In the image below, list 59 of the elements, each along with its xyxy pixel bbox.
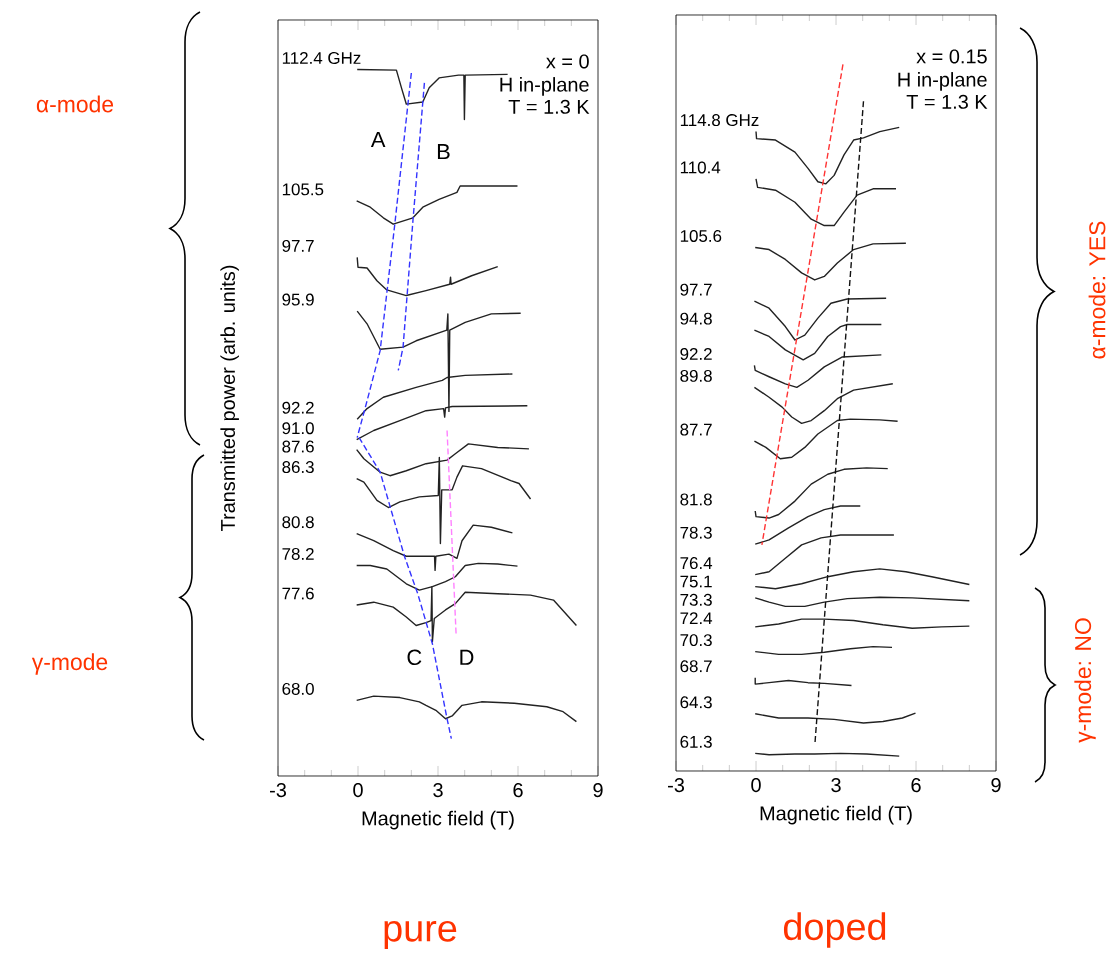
annotation: A xyxy=(370,131,386,147)
text: 91.0 xyxy=(282,422,314,435)
text: 86.3 xyxy=(282,461,314,474)
text: γ-mode xyxy=(31,653,108,675)
text: 92.2 xyxy=(282,401,314,414)
x-tick-label: -3 xyxy=(668,778,685,793)
text: 80.8 xyxy=(282,516,314,529)
x-tick-label: 0 xyxy=(751,778,761,793)
text: 77.6 xyxy=(282,587,314,600)
y-axis-title: Transmitted power (arb. units) xyxy=(220,265,239,531)
text: 75.1 xyxy=(680,575,712,588)
x-tick-label: -3 xyxy=(270,783,286,798)
x-tick-label: 6 xyxy=(911,778,921,793)
text: γ-mode: NO xyxy=(1074,618,1096,743)
text: 87.7 xyxy=(680,423,712,436)
annotation: T = 1.3 K xyxy=(906,94,988,109)
text: 105.6 xyxy=(680,229,722,242)
annotation: C xyxy=(407,649,422,666)
text: x = 0 xyxy=(546,54,589,69)
text: 94.8 xyxy=(680,312,712,325)
annotation: D xyxy=(460,649,474,665)
text: x = 0.15 xyxy=(916,49,987,64)
text: 68.0 xyxy=(282,682,314,695)
x-tick-label: 6 xyxy=(513,783,523,798)
x-tick-label: 9 xyxy=(593,783,603,798)
x-tick-label: 0 xyxy=(353,783,363,798)
x-tick-label: 3 xyxy=(433,783,443,798)
text: pure xyxy=(384,920,457,950)
text: 78.2 xyxy=(282,547,314,560)
text: 110.4 xyxy=(680,161,721,174)
text: α-mode: YES xyxy=(1088,221,1106,359)
x-tick-label: 3 xyxy=(831,778,841,793)
annotation: H in-plane xyxy=(500,77,589,96)
text: 81.8 xyxy=(680,493,712,506)
text: 73.3 xyxy=(680,593,712,606)
text: 61.3 xyxy=(680,735,712,748)
text: 64.3 xyxy=(680,696,712,709)
annotation: T = 1.3 K xyxy=(508,99,590,114)
text: 72.4 xyxy=(680,612,713,625)
text: 70.3 xyxy=(680,634,712,647)
annotation: H in-plane xyxy=(898,72,987,91)
text: 78.3 xyxy=(680,526,712,539)
series-label: 105.5 xyxy=(282,183,324,196)
text: doped xyxy=(783,912,886,948)
annotation: B xyxy=(437,144,450,160)
text: 97.7 xyxy=(282,239,314,252)
text: 89.8 xyxy=(680,369,712,382)
text: α-mode xyxy=(36,95,114,113)
text: 92.2 xyxy=(680,347,712,360)
x-axis-title: Magnetic field (T) xyxy=(362,810,514,830)
series-label: 114.8 GHz xyxy=(680,114,759,127)
text: 76.4 xyxy=(680,557,713,570)
text: 95.9 xyxy=(282,293,314,306)
text: 97.7 xyxy=(680,283,712,296)
text: 68.7 xyxy=(680,660,712,673)
text: 87.6 xyxy=(282,440,314,453)
x-tick-label: 9 xyxy=(991,778,1001,793)
series-label: 112.4 GHz xyxy=(282,51,361,64)
x-axis-title: Magnetic field (T) xyxy=(760,805,912,825)
